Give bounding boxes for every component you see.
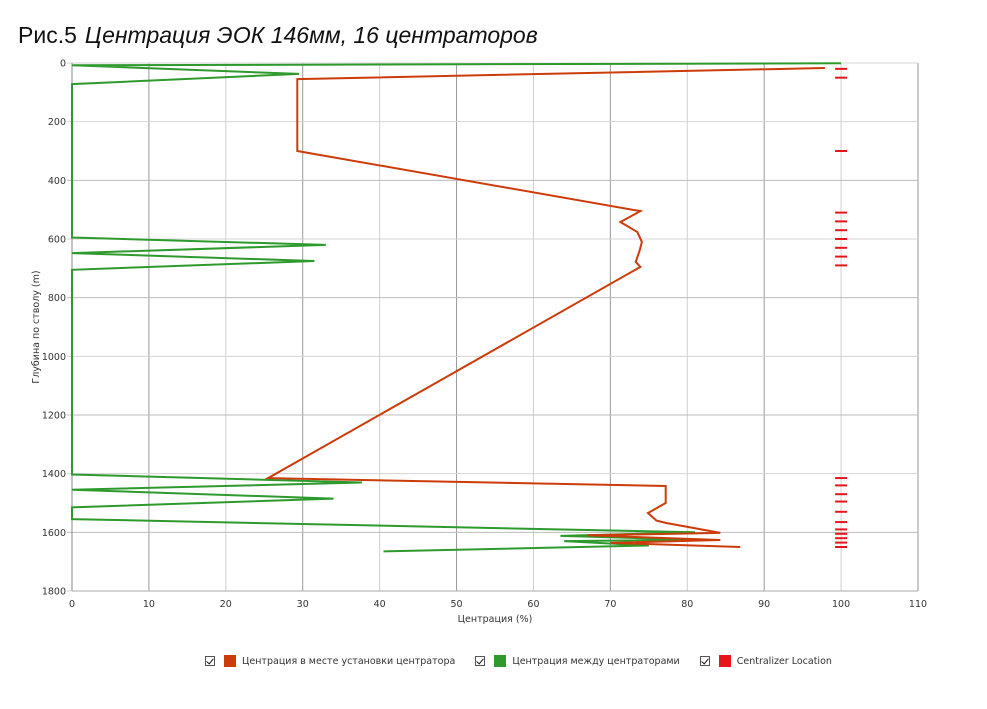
svg-text:1200: 1200 [42,411,66,422]
svg-text:400: 400 [48,176,66,187]
legend-label: Центрация в месте установки центратора [242,655,456,667]
svg-text:20: 20 [220,599,232,610]
chart-title: Центрация ЭОК 146мм, 16 центраторов [84,22,538,48]
legend-swatch-orange [224,655,236,667]
svg-text:10: 10 [143,599,155,610]
legend-label: Центрация между центраторами [512,655,680,667]
svg-text:100: 100 [832,599,850,610]
chart-series [71,62,848,553]
y-axis-label: Глубина по стволу (m) [31,270,42,383]
svg-text:60: 60 [527,599,539,610]
svg-text:200: 200 [48,117,66,128]
svg-text:1400: 1400 [42,469,66,480]
figure-title: Рис.5 Центрация ЭОК 146мм, 16 центраторов [18,22,538,49]
svg-text:90: 90 [758,599,770,610]
svg-text:0: 0 [69,599,75,610]
x-axis-label: Центрация (%) [458,614,533,625]
svg-text:80: 80 [681,599,693,610]
figure-number: Рис.5 [18,22,77,48]
svg-text:30: 30 [297,599,309,610]
legend-checkbox[interactable] [699,656,710,666]
legend-item-between-centralizers[interactable]: Центрация между центраторами [475,655,680,667]
legend-label: Centralizer Location [736,655,832,667]
legend-item-centralizer-location[interactable]: Centralizer Location [699,655,832,667]
svg-text:1800: 1800 [42,587,66,598]
svg-text:600: 600 [48,235,66,246]
svg-text:50: 50 [450,599,462,610]
legend-checkbox[interactable] [475,656,486,666]
axis-ticks: 0 10 20 30 40 50 60 70 80 90 100 110 0 200 400 600 800 10… [42,59,927,611]
svg-text:110: 110 [909,599,927,610]
legend-swatch-red [718,655,731,667]
svg-text:800: 800 [48,293,66,304]
svg-text:70: 70 [604,599,616,610]
svg-text:0: 0 [60,59,66,70]
legend-checkbox[interactable] [205,656,215,666]
legend-swatch-green [494,655,507,667]
svg-text:1600: 1600 [42,528,66,539]
chart-grid [67,62,919,592]
legend-item-centralizer-centering[interactable]: Центрация в месте установки центратора [205,655,455,667]
chart-legend: Центрация в месте установки центратора Ц… [205,655,852,667]
svg-text:1000: 1000 [42,352,66,363]
svg-text:40: 40 [374,599,386,610]
